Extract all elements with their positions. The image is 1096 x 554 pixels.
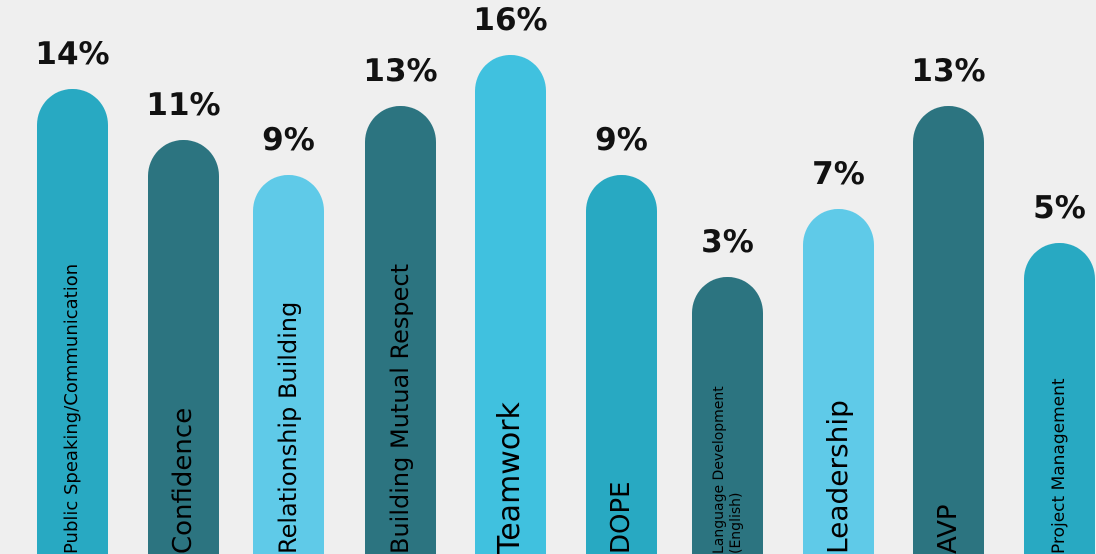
category-label-line: Language Development bbox=[711, 386, 728, 554]
value-label-5: 16% bbox=[473, 1, 548, 38]
category-label-line: DOPE bbox=[605, 481, 636, 554]
category-label-8: Leadership bbox=[807, 221, 870, 554]
category-label-4: Building Mutual Respect bbox=[369, 118, 432, 554]
category-label-line: Teamwork bbox=[492, 402, 528, 554]
category-label-9: AVP bbox=[917, 118, 980, 554]
category-label-1: Public Speaking/Communication bbox=[41, 101, 104, 554]
value-label-3: 9% bbox=[262, 121, 315, 158]
category-label-line: Leadership bbox=[821, 400, 855, 554]
bar-2 bbox=[148, 140, 219, 554]
value-label-1: 14% bbox=[35, 36, 110, 73]
bar-5 bbox=[475, 54, 546, 554]
value-label-8: 7% bbox=[812, 155, 865, 192]
bar-9 bbox=[913, 106, 984, 554]
category-label-line: Public Speaking/Communication bbox=[61, 263, 83, 554]
category-label-line: Relationship Building bbox=[273, 301, 302, 554]
value-label-2: 11% bbox=[146, 87, 221, 124]
category-label-7: Language Development (English) bbox=[696, 289, 759, 554]
category-label-2: Confidence bbox=[152, 152, 215, 554]
value-label-6: 9% bbox=[595, 121, 648, 158]
category-label-line: Building Mutual Respect bbox=[385, 263, 414, 554]
category-label-line: (English) bbox=[727, 492, 744, 554]
category-label-6: DOPE bbox=[590, 187, 653, 554]
bar-8 bbox=[803, 208, 874, 554]
value-label-4: 13% bbox=[363, 53, 438, 90]
value-label-10: 5% bbox=[1033, 189, 1086, 226]
category-label-5: Teamwork bbox=[479, 67, 542, 554]
bar-6 bbox=[586, 174, 657, 554]
category-label-line: AVP bbox=[932, 504, 963, 554]
bar-4 bbox=[365, 106, 436, 554]
category-label-3: Relationship Building bbox=[257, 187, 320, 554]
category-label-line: Confidence bbox=[167, 407, 198, 554]
value-label-7: 3% bbox=[701, 224, 754, 260]
bar-3 bbox=[253, 174, 324, 554]
category-label-line: Project Management bbox=[1048, 378, 1069, 554]
value-label-9: 13% bbox=[911, 53, 986, 90]
bar-1 bbox=[37, 89, 108, 554]
category-label-10: Project Management bbox=[1028, 255, 1091, 554]
bar-10 bbox=[1024, 242, 1095, 554]
bar-7 bbox=[692, 277, 763, 554]
